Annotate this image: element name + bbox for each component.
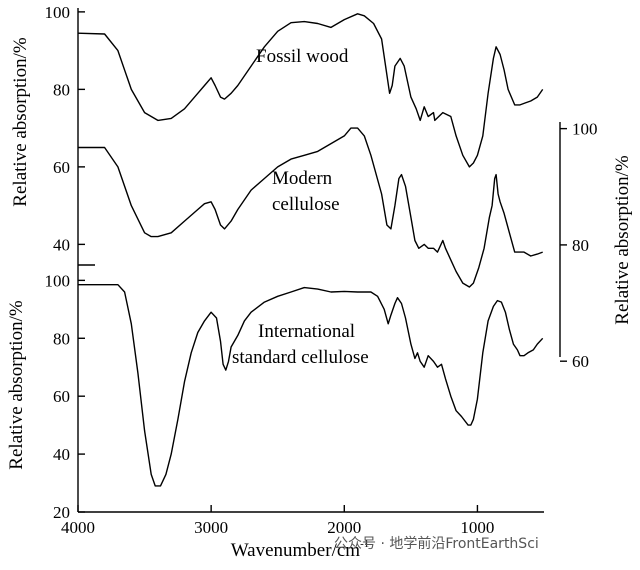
upper-y-right-tick-label: 60 [572, 352, 589, 371]
lower-y-left-tick-label: 40 [53, 445, 70, 464]
ticks [77, 11, 567, 513]
axes [77, 8, 561, 513]
upper-y-left-tick-label: 60 [53, 158, 70, 177]
series-modern-cellulose [78, 127, 543, 288]
fossil-wood-label: Fossil wood [256, 46, 349, 67]
x-tick-label: 3000 [194, 518, 228, 537]
lower-y-axis-title: Relative absorption/% [6, 300, 27, 470]
series-fossil-wood [77, 13, 544, 168]
right-y-axis-title: Relative absorption/% [612, 155, 633, 325]
upper-y-right-tick-label: 100 [572, 120, 598, 139]
standard-cellulose-label-line1: International [258, 321, 355, 342]
lower-y-left-tick-label: 20 [53, 503, 70, 522]
x-axis-title: Wavenumber/cm-1 [231, 538, 369, 561]
tick-labels: 4000 3000 2000 1000 100 80 60 40 100 80 60 100 80 60 4… [45, 3, 598, 537]
upper-y-left-tick-label: 80 [53, 80, 70, 99]
x-tick-label: 4000 [61, 518, 95, 537]
lower-y-left-tick-label: 80 [53, 329, 70, 348]
x-tick-label: 2000 [327, 518, 361, 537]
x-axis-title-text: Wavenumber/cm [231, 540, 361, 561]
upper-y-left-tick-label: 100 [45, 3, 71, 22]
series-layer [77, 13, 544, 487]
modern-cellulose-label-line1: Modern [272, 168, 333, 189]
x-axis-title-superscript: -1 [360, 538, 369, 550]
lower-y-left-tick-label: 60 [53, 387, 70, 406]
lower-y-left-tick-label: 100 [45, 271, 71, 290]
upper-y-left-tick-label: 40 [53, 235, 70, 254]
modern-cellulose-label-line2: cellulose [272, 194, 340, 215]
series-international-standard-cellulose [78, 284, 544, 487]
watermark-text: 公众号 · 地学前沿FrontEarthSci [334, 535, 539, 552]
x-tick-label: 1000 [460, 518, 494, 537]
upper-y-axis-title: Relative absorption/% [10, 37, 31, 207]
standard-cellulose-label-line2: standard cellulose [232, 347, 369, 368]
upper-y-right-tick-label: 80 [572, 236, 589, 255]
